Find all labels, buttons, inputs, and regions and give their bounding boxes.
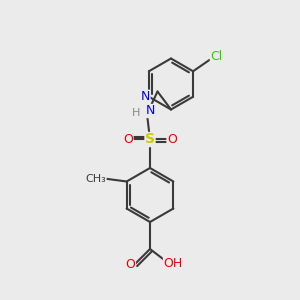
Text: O: O [123,133,133,146]
Text: N: N [141,90,150,103]
Text: O: O [167,133,177,146]
Text: H: H [132,107,141,118]
Text: N: N [145,104,155,118]
Text: CH₃: CH₃ [85,173,106,184]
Text: Cl: Cl [210,50,223,63]
Text: S: S [145,133,155,146]
Text: OH: OH [164,256,183,270]
Text: O: O [126,257,135,271]
